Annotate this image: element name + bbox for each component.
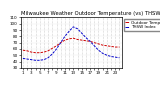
Legend: Outdoor Temp, THSW Index: Outdoor Temp, THSW Index bbox=[124, 19, 160, 31]
Text: Milwaukee Weather Outdoor Temperature (vs) THSW Index per Hour (Last 24 Hours): Milwaukee Weather Outdoor Temperature (v… bbox=[21, 11, 160, 16]
